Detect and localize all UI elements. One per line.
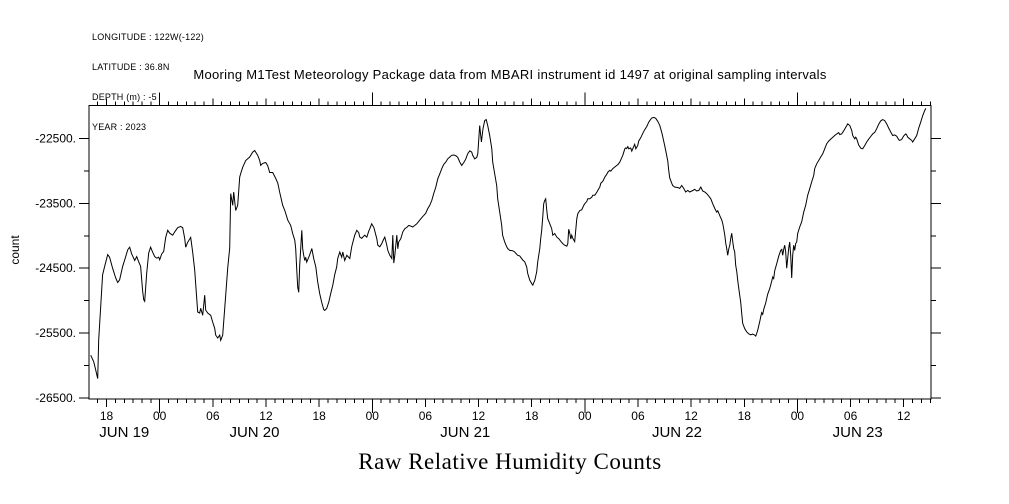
x-day-label: JUN 22 [652,424,702,441]
y-tick-label: -26500. [35,391,76,405]
axis-frame [88,104,932,400]
x-tick-label: 18 [100,409,114,423]
y-tick-label: -22500. [35,131,76,145]
metadata-year: YEAR : 2023 [92,122,147,132]
x-tick-label: 06 [844,409,858,423]
axis-ticks [79,92,941,413]
metadata-block: LONGITUDE : 122W(-122) LATITUDE : 36.8N … [92,12,204,152]
chart-title: Mooring M1Test Meteorology Package data … [193,67,827,82]
axis-tick-labels: -22500. -23500. -24500. -25500. -26500. 18 00 0… [35,131,910,441]
chart-subtitle: Raw Relative Humidity Counts [358,449,662,474]
x-day-label: JUN 23 [833,424,883,441]
metadata-longitude: LONGITUDE : 122W(-122) [92,32,204,42]
x-tick-label: 00 [578,409,592,423]
x-tick-label: 12 [684,409,698,423]
y-tick-label: -23500. [35,196,76,210]
x-tick-label: 00 [153,409,167,423]
x-day-label: JUN 20 [229,424,279,441]
x-day-label: JUN 19 [99,424,149,441]
x-tick-label: 12 [897,409,911,423]
y-tick-label: -25500. [35,326,76,340]
x-tick-label: 00 [791,409,805,423]
x-tick-label: 06 [206,409,220,423]
x-day-label: JUN 21 [440,424,490,441]
y-tick-label: -24500. [35,261,76,275]
x-tick-label: 12 [472,409,486,423]
x-tick-label: 06 [631,409,645,423]
metadata-latitude: LATITUDE : 36.8N [92,62,170,72]
metadata-depth: DEPTH (m) : -5 [92,92,157,102]
x-tick-label: 12 [259,409,273,423]
x-tick-label: 06 [419,409,433,423]
humidity-data-line [90,108,927,379]
x-tick-label: 18 [312,409,326,423]
x-tick-label: 18 [525,409,539,423]
x-tick-label: 18 [738,409,752,423]
x-tick-label: 00 [366,409,380,423]
